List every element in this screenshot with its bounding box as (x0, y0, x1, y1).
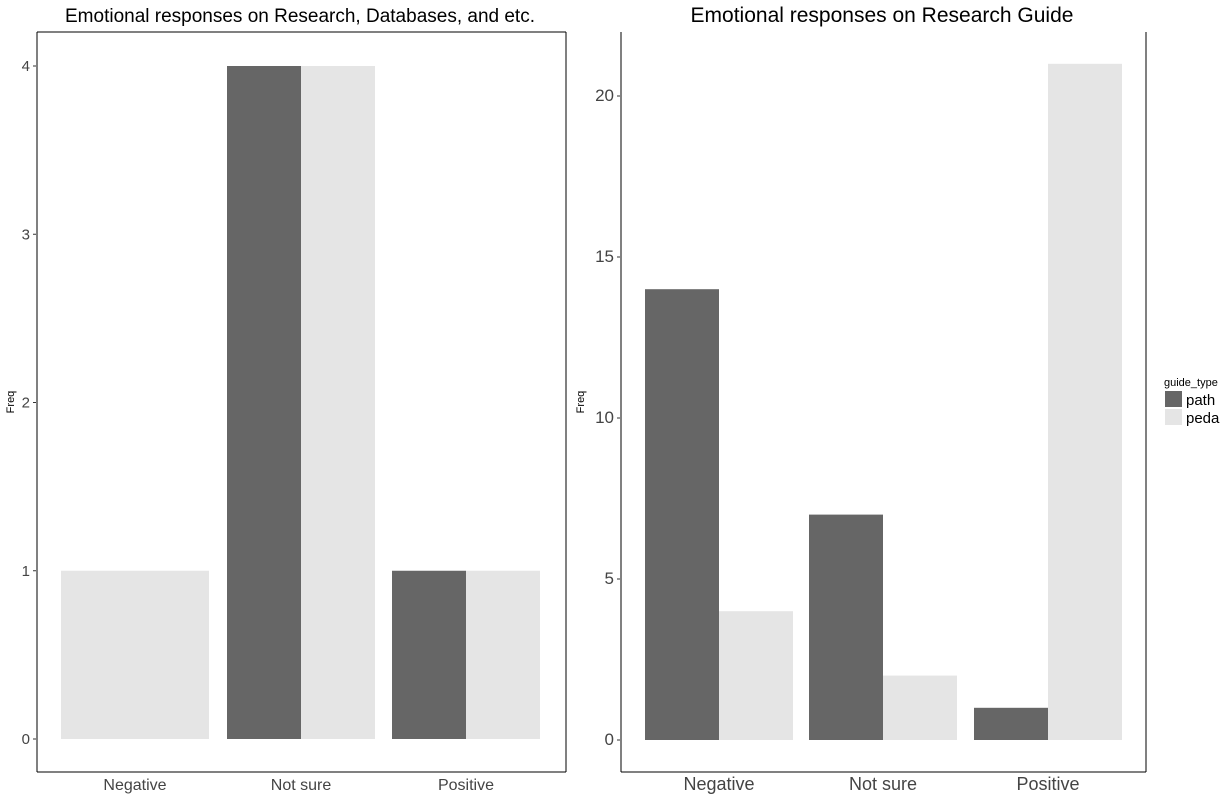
y-tick-label: 10 (595, 408, 614, 427)
y-ticks: 0 5 10 15 20 (595, 86, 620, 749)
bar-peda-negative (61, 570, 209, 739)
y-tick-label: 5 (605, 569, 614, 588)
bar-path-positive (974, 707, 1048, 740)
y-axis-label: Freq (5, 391, 17, 414)
bar-path-not-sure (227, 66, 301, 739)
x-tick-label: Negative (103, 777, 166, 794)
bar-peda-negative (719, 611, 793, 740)
bar-path-negative (645, 289, 719, 740)
bar-peda-not-sure (883, 675, 957, 740)
bars (61, 66, 540, 739)
y-tick-label: 4 (22, 58, 30, 75)
y-tick-label: 20 (595, 86, 614, 105)
y-axis-label: Freq (575, 391, 587, 414)
y-tick-label: 0 (605, 730, 614, 749)
x-tick-label: Negative (683, 774, 754, 794)
bar-path-positive (392, 570, 466, 739)
x-ticks: Negative Not sure Positive (103, 777, 494, 794)
x-ticks: Negative Not sure Positive (683, 774, 1079, 794)
legend: guide_type path peda (1164, 377, 1220, 427)
legend-swatch-path (1165, 391, 1182, 407)
y-tick-label: 2 (22, 395, 30, 412)
bar-path-not-sure (809, 514, 883, 740)
chart-title: Emotional responses on Research Guide (691, 4, 1074, 27)
x-tick-label: Not sure (849, 774, 917, 794)
legend-label-peda: peda (1186, 410, 1220, 427)
y-tick-label: 15 (595, 247, 614, 266)
x-tick-label: Positive (438, 777, 494, 794)
legend-label-path: path (1186, 392, 1215, 409)
x-tick-label: Positive (1016, 774, 1079, 794)
bar-peda-positive (466, 570, 540, 739)
bar-peda-positive (1048, 63, 1122, 741)
y-ticks: 0 1 2 3 4 (22, 58, 36, 748)
legend-title: guide_type (1164, 377, 1218, 389)
chart-title: Emotional responses on Research, Databas… (65, 6, 535, 27)
chart-emotional-responses-research-guide: Emotional responses on Research Guide Fr… (575, 4, 1147, 794)
y-tick-label: 3 (22, 226, 30, 243)
bars (645, 63, 1122, 741)
legend-swatch-peda (1165, 409, 1182, 425)
y-tick-label: 0 (22, 731, 30, 748)
bar-peda-not-sure (301, 66, 375, 739)
chart-emotional-responses-research-databases: Emotional responses on Research, Databas… (5, 6, 567, 794)
x-tick-label: Not sure (271, 777, 332, 794)
y-tick-label: 1 (22, 563, 30, 580)
